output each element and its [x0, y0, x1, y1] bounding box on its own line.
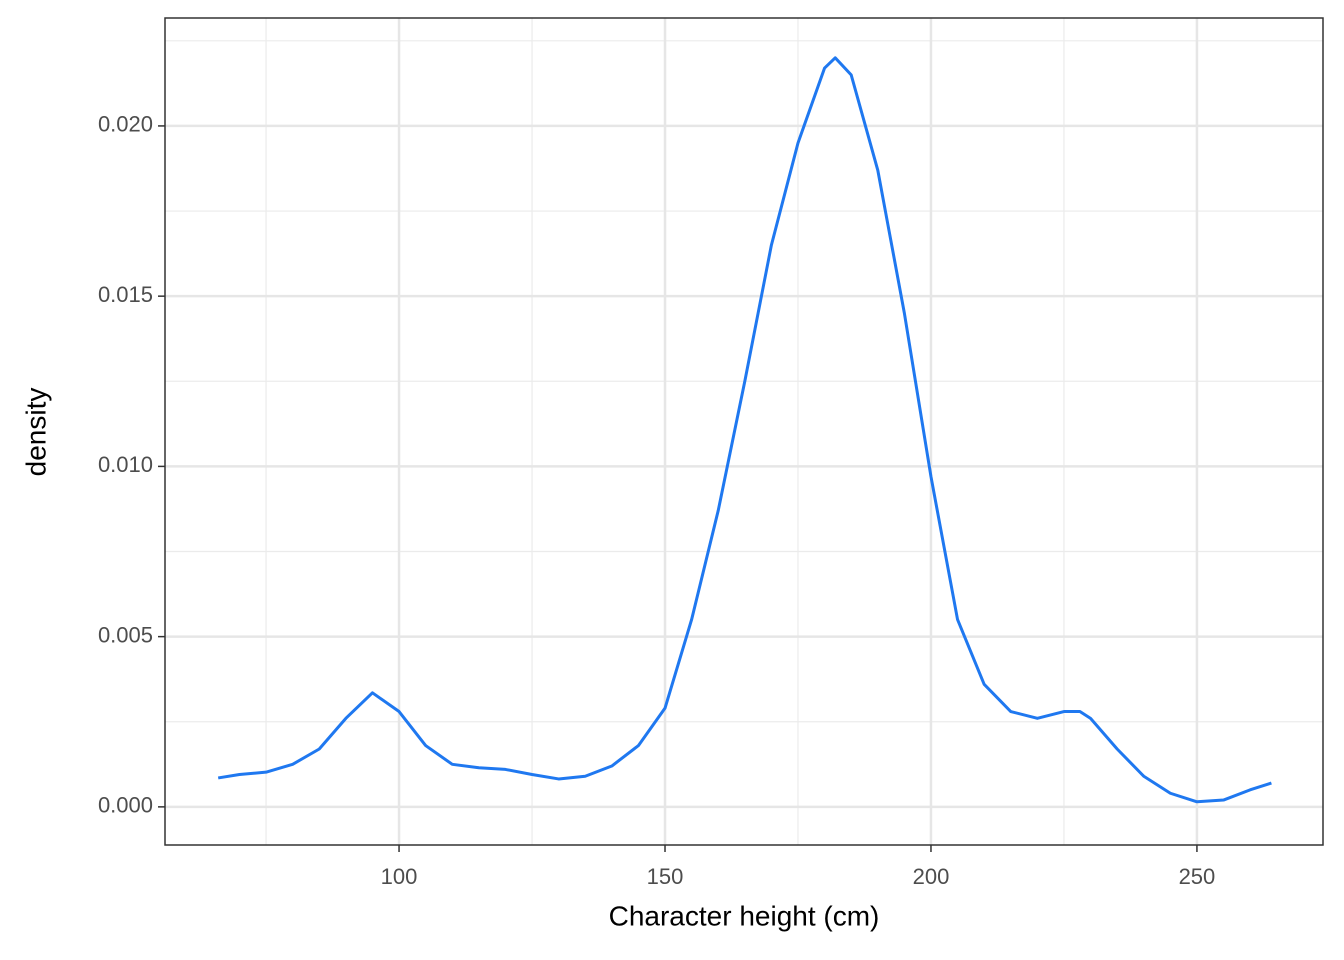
x-tick-label: 150 — [647, 864, 684, 889]
x-tick-label: 100 — [381, 864, 418, 889]
x-tick-label: 250 — [1179, 864, 1216, 889]
y-tick-label: 0.000 — [98, 793, 153, 818]
y-axis-title: density — [20, 388, 51, 477]
panel-border — [164, 17, 1324, 846]
y-tick-label: 0.020 — [98, 112, 153, 137]
y-tick-label: 0.005 — [98, 622, 153, 647]
y-tick-label: 0.015 — [98, 282, 153, 307]
x-axis-title: Character height (cm) — [609, 900, 880, 931]
x-tick-label: 200 — [913, 864, 950, 889]
y-tick-label: 0.010 — [98, 452, 153, 477]
density-line — [217, 56, 1272, 804]
